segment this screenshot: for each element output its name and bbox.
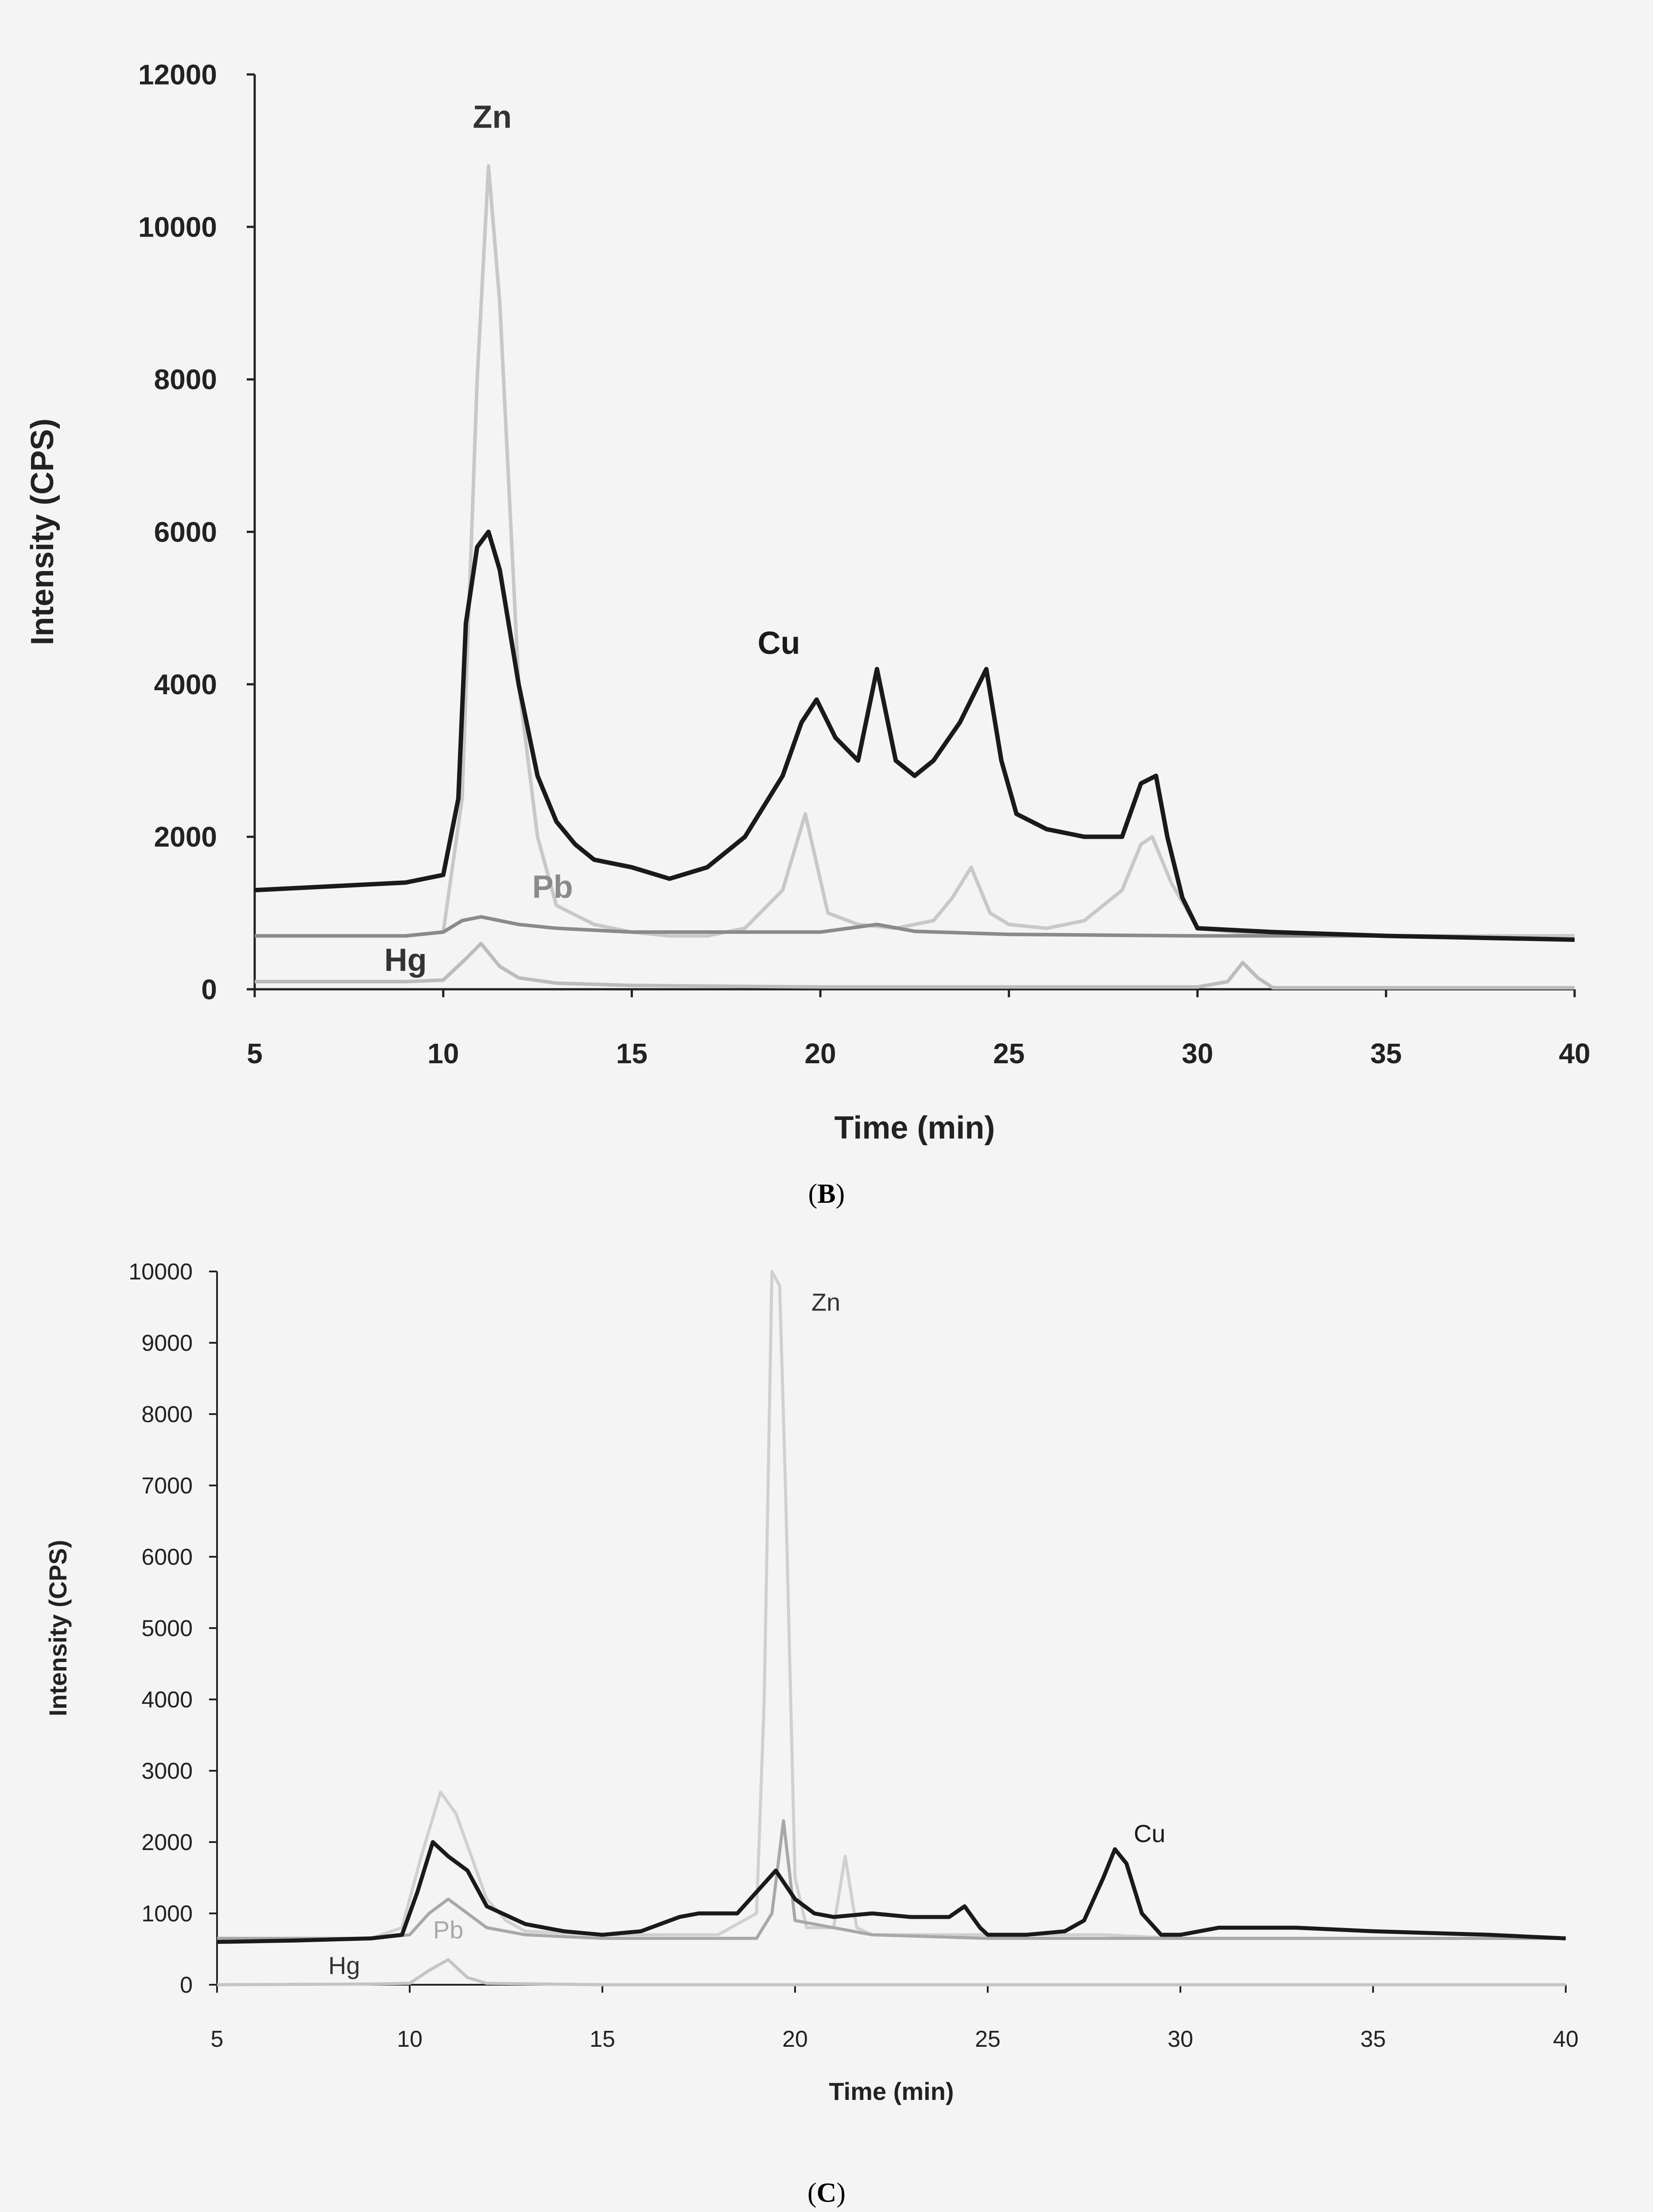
annotation-pb-c: Pb	[433, 1916, 464, 1944]
series-line-cu-c	[217, 1840, 1566, 1944]
y-tick-label: 1000	[141, 1901, 193, 1927]
caption-c-letter: C	[817, 2178, 837, 2208]
y-tick-label: 10000	[128, 1259, 193, 1285]
x-tick-label: 25	[975, 2026, 1001, 2052]
x-tick-label: 30	[1168, 2026, 1193, 2052]
annotation-pb-b: Pb	[532, 870, 573, 905]
y-axis-title-b: Intensity (CPS)	[25, 418, 60, 645]
y-tick-label: 6000	[141, 1544, 193, 1570]
annotation-hg-c: Hg	[328, 1952, 360, 1979]
annotation-cu-b: Cu	[757, 626, 800, 661]
x-tick-label: 40	[1553, 2026, 1579, 2052]
y-tick-label: 8000	[154, 364, 217, 396]
x-tick-label: 15	[590, 2026, 615, 2052]
y-tick-label: 10000	[138, 211, 217, 243]
annotation-zn-c: Zn	[811, 1288, 840, 1316]
y-tick-label: 6000	[154, 516, 217, 548]
annotation-hg-b: Hg	[384, 943, 427, 978]
y-tick-label: 5000	[141, 1616, 193, 1641]
y-tick-label: 3000	[141, 1758, 193, 1784]
y-axis-title-c: Intensity (CPS)	[44, 1540, 72, 1716]
caption-b-letter: B	[817, 1179, 835, 1209]
y-tick-label: 4000	[141, 1687, 193, 1713]
chart-panel-c: 0 1000 2000 3000 4000 5000 6000 7000 8000 9000 100…	[44, 1259, 1579, 2105]
series-line-pb-c	[217, 1819, 1566, 1940]
series-line-cu-b	[254, 529, 1575, 942]
x-axis-title-c: Time (min)	[829, 2077, 954, 2105]
y-tick-label: 2000	[154, 821, 217, 853]
y-tick-label: 0	[201, 973, 217, 1005]
series-line-zn-c	[217, 1270, 1566, 1940]
x-tick-label: 10	[427, 1038, 459, 1069]
y-tick-label: 8000	[141, 1402, 193, 1427]
y-tick-label: 12000	[138, 58, 217, 90]
series-line-hg-b	[255, 941, 1575, 990]
x-axis-title-b: Time (min)	[834, 1110, 995, 1146]
series-line-zn-b	[255, 164, 1575, 938]
series-line-pb-b	[255, 915, 1575, 942]
x-tick-label: 15	[616, 1038, 648, 1069]
y-tick-label: 9000	[141, 1330, 193, 1356]
x-tick-label: 20	[782, 2026, 808, 2052]
x-tick-label: 5	[211, 2026, 224, 2052]
y-tick-label: 0	[180, 1972, 193, 1998]
y-tick-label: 2000	[141, 1830, 193, 1855]
series-line-hg-c	[217, 1958, 1566, 1987]
caption-c: (C)	[807, 2178, 846, 2208]
x-tick-label: 20	[805, 1038, 836, 1069]
caption-b: (B)	[808, 1179, 845, 1209]
y-tick-label: 7000	[141, 1473, 193, 1499]
chart-panel-b: 0 2000 4000 6000 8000 10000 12000 5 10 15 20 25 30 35…	[25, 58, 1591, 1146]
annotation-zn-b: Zn	[473, 99, 512, 135]
x-tick-label: 5	[247, 1038, 263, 1069]
x-tick-label: 40	[1559, 1038, 1590, 1069]
y-tick-label: 4000	[154, 669, 217, 700]
x-tick-label: 25	[993, 1038, 1024, 1069]
x-tick-label: 30	[1182, 1038, 1213, 1069]
annotation-cu-c: Cu	[1134, 1819, 1166, 1847]
x-tick-label: 35	[1370, 1038, 1402, 1069]
x-tick-label: 35	[1360, 2026, 1386, 2052]
x-tick-label: 10	[397, 2026, 423, 2052]
